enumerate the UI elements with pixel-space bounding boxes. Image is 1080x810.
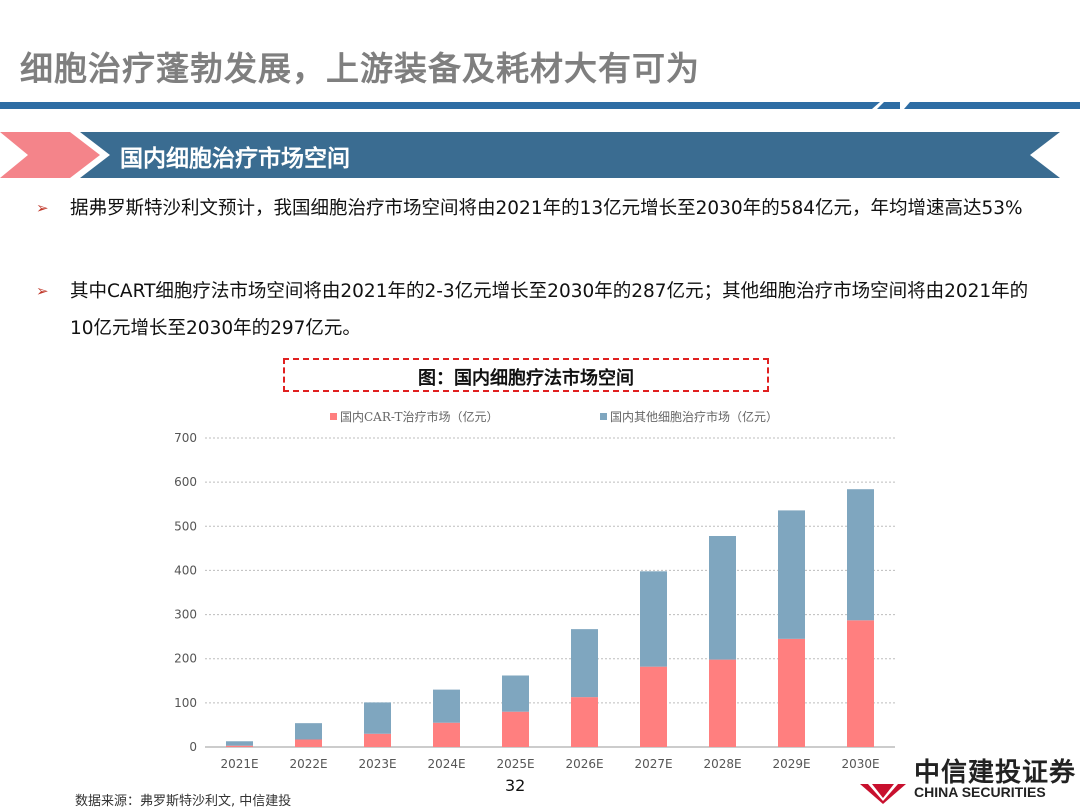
y-tick-label: 700 (174, 431, 197, 445)
bullet-item: ➢ 其中CART细胞疗法市场空间将由2021年的2-3亿元增长至2030年的28… (36, 273, 1046, 347)
section-title: 国内细胞治疗市场空间 (120, 146, 350, 172)
bullet-text: 其中CART细胞疗法市场空间将由2021年的2-3亿元增长至2030年的287亿… (70, 281, 1029, 339)
bar-segment (709, 535, 736, 660)
x-tick-label: 2021E (220, 757, 258, 771)
bar-segment (364, 702, 391, 734)
x-tick-label: 2029E (772, 757, 810, 771)
legend-label: 国内CAR-T治疗市场（亿元） (340, 409, 499, 424)
page-number: 32 (505, 776, 526, 795)
bar-segment (226, 741, 253, 746)
logo-en-text: CHINA SECURITIES (914, 784, 1046, 800)
arrow-bullet-icon: ➢ (36, 282, 49, 300)
arrow-bullet-icon: ➢ (36, 199, 49, 217)
bar-segment (571, 697, 598, 747)
legend-label: 国内其他细胞治疗市场（亿元） (610, 409, 778, 424)
market-size-chart: 0 100 200 300 400 500 600 700 2021E 2022E 2023E 202… (174, 409, 895, 771)
legend-swatch (330, 413, 337, 420)
x-tick-label: 2022E (289, 757, 327, 771)
x-tick-label: 2026E (565, 757, 603, 771)
logo-cn-text: 中信建投证券 (914, 758, 1077, 788)
bar-segment (847, 620, 874, 747)
bar-segment (433, 689, 460, 723)
bar-segment (847, 489, 874, 621)
x-tick-label: 2030E (841, 757, 879, 771)
bullet-item: ➢ 据弗罗斯特沙利文预计，我国细胞治疗市场空间将由2021年的13亿元增长至20… (36, 190, 1046, 227)
company-logo: 中信建投证券 CHINA SECURITIES (858, 752, 1080, 808)
y-tick-label: 0 (189, 740, 197, 754)
y-tick-label: 200 (174, 652, 197, 666)
bar-segment (502, 675, 529, 712)
x-tick-label: 2027E (634, 757, 672, 771)
y-tick-label: 100 (174, 696, 197, 710)
legend-swatch (600, 413, 607, 420)
x-tick-label: 2023E (358, 757, 396, 771)
title-rule (0, 102, 900, 109)
logo-mark-icon (860, 784, 906, 804)
bullet-text: 据弗罗斯特沙利文预计，我国细胞治疗市场空间将由2021年的13亿元增长至2030… (70, 198, 1023, 219)
figure-caption: 图：国内细胞疗法市场空间 (418, 368, 634, 389)
bar-segment (571, 629, 598, 698)
bar-segment (295, 723, 322, 740)
y-tick-label: 300 (174, 608, 197, 622)
bar-segment (778, 510, 805, 639)
bar-segment (433, 722, 460, 747)
data-source: 数据来源：弗罗斯特沙利文, 中信建投 (75, 794, 292, 809)
section-banner (0, 132, 1060, 178)
page-title: 细胞治疗蓬勃发展，上游装备及耗材大有可为 (20, 49, 700, 88)
bar-segment (226, 745, 253, 747)
x-tick-label: 2028E (703, 757, 741, 771)
y-tick-label: 600 (174, 475, 197, 489)
bar-segment (502, 711, 529, 747)
bar-segment (709, 659, 736, 747)
bar-segment (778, 638, 805, 747)
y-tick-label: 400 (174, 563, 197, 577)
title-rule-tail (904, 102, 1080, 109)
bar-segment (364, 733, 391, 747)
x-tick-label: 2025E (496, 757, 534, 771)
bar-segment (640, 666, 667, 747)
bar-segment (295, 739, 322, 747)
x-tick-label: 2024E (427, 757, 465, 771)
y-tick-label: 500 (174, 519, 197, 533)
bar-segment (640, 571, 667, 667)
figure-caption-box: 图：国内细胞疗法市场空间 (283, 358, 769, 392)
